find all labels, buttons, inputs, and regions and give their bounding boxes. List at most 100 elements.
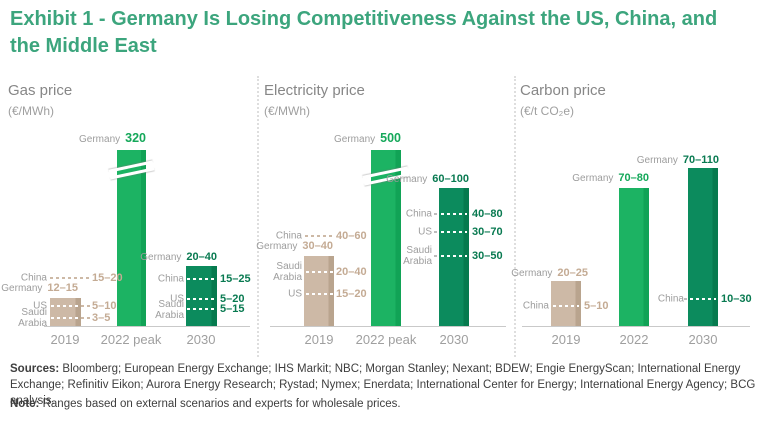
gas-2030-bar	[186, 266, 217, 326]
gas-2019-bar	[50, 298, 81, 326]
bar-top-label: Germany 70–110	[637, 154, 719, 166]
panel-carbon-price: Carbon price (€/t CO₂e) Germany 20–25 Ch…	[511, 78, 764, 354]
value-label: 30–40	[302, 240, 333, 252]
value-label: 20–40	[336, 266, 367, 278]
country-label: China	[275, 230, 302, 242]
leader-line	[441, 231, 467, 233]
country-label: Saudi Arabia	[155, 298, 184, 321]
gas-2022-bar	[117, 150, 146, 326]
electricity-2030-bar	[439, 188, 469, 326]
bar-top-label: Germany 60–100	[386, 173, 469, 185]
x-axis-line	[270, 326, 506, 327]
value-label: 70–80	[618, 172, 649, 184]
panel-unit: (€/t CO₂e)	[520, 104, 574, 118]
value-label: 15–25	[220, 273, 251, 285]
leader-line	[306, 293, 333, 295]
value-label: 5–20	[220, 293, 245, 305]
carbon-2022-bar	[619, 188, 649, 326]
x-axis-label: 2022 peak	[355, 332, 417, 347]
x-axis-line	[44, 326, 250, 327]
x-axis-label: 2030	[439, 332, 469, 347]
carbon-2019-bar	[551, 281, 581, 326]
country-label: China	[20, 272, 47, 284]
leader-line	[434, 255, 439, 257]
country-label: Saudi Arabia	[273, 260, 302, 283]
country-label: Germany	[636, 155, 678, 166]
value-label: 10–30	[721, 293, 752, 305]
leader-line	[441, 213, 467, 215]
sources-label: Sources:	[10, 363, 60, 375]
exhibit-title: Exhibit 1 - Germany Is Losing Competitiv…	[10, 8, 718, 57]
leader-line	[434, 213, 439, 215]
country-label: US	[288, 288, 302, 300]
leader-line	[51, 305, 80, 307]
x-axis-label: 2019	[551, 332, 581, 347]
note-text: Ranges based on external scenarios and e…	[42, 398, 401, 410]
x-axis-label: 2022 peak	[100, 332, 162, 347]
value-label: 15–20	[92, 272, 123, 284]
value-label: 15–20	[336, 288, 367, 300]
bar-top-label: Germany 320	[79, 131, 146, 145]
country-label: China	[405, 208, 432, 220]
value-label: 5–10	[92, 300, 117, 312]
country-label: China	[657, 293, 684, 305]
note-label: Note:	[10, 398, 40, 410]
bar-top-label: Germany 20–25	[511, 267, 588, 279]
value-label: 60–100	[432, 173, 469, 185]
x-axis-label: 2019	[304, 332, 334, 347]
country-label: Germany	[256, 241, 298, 252]
leader-line	[187, 278, 216, 280]
value-label: 20–40	[186, 251, 217, 263]
panel-divider	[514, 76, 516, 357]
leader-line	[305, 235, 333, 237]
leader-line	[690, 298, 716, 300]
value-label: 30–50	[472, 250, 503, 262]
leader-line	[684, 298, 688, 300]
country-label: US	[418, 226, 432, 238]
panel-title: Electricity price	[264, 82, 365, 99]
x-axis-label: 2030	[186, 332, 216, 347]
panel-unit: (€/MWh)	[8, 104, 54, 118]
bar-top-label: Germany 12–15	[1, 282, 78, 294]
country-label: China	[522, 300, 549, 312]
leader-line	[306, 271, 333, 273]
leader-line	[553, 305, 579, 307]
value-label: 70–110	[682, 154, 719, 166]
country-label: Germany	[140, 252, 182, 263]
bar-top-label: Germany 70–80	[572, 172, 649, 184]
country-label: Germany	[1, 283, 43, 294]
leader-line	[50, 277, 89, 279]
value-label: 500	[380, 131, 401, 145]
value-label: 40–80	[472, 208, 503, 220]
country-label: Germany	[334, 134, 376, 145]
sources-note: Sources: Bloomberg; European Energy Exch…	[10, 361, 762, 409]
panel-gas-price: Gas price (€/MWh) China 15–20 Germany 12…	[1, 78, 254, 354]
country-label: Germany	[79, 134, 121, 145]
country-label: US	[33, 300, 47, 312]
value-label: 3–5	[92, 312, 111, 324]
value-label: 20–25	[557, 267, 588, 279]
value-label: 40–60	[336, 230, 367, 242]
value-label: 320	[125, 131, 146, 145]
value-label: 5–15	[220, 303, 245, 315]
country-label: Saudi Arabia	[18, 306, 47, 329]
leader-line	[187, 308, 216, 310]
panel-divider	[257, 76, 259, 357]
carbon-2030-bar	[688, 168, 718, 326]
footnote: Note: Ranges based on external scenarios…	[10, 396, 762, 412]
value-label: 30–70	[472, 226, 503, 238]
country-label: US	[170, 293, 184, 305]
leader-line	[51, 317, 80, 319]
sources-text: Bloomberg; European Energy Exchange; IHS…	[10, 363, 756, 408]
value-label: 5–10	[584, 300, 609, 312]
x-axis-label: 2022	[619, 332, 649, 347]
panel-title: Gas price	[8, 82, 73, 99]
x-axis-label: 2019	[50, 332, 80, 347]
leader-line	[434, 231, 439, 233]
panel-electricity-price: Electricity price (€/MWh) China 40–60 Ge…	[256, 78, 510, 354]
country-label: Germany	[572, 173, 614, 184]
bar-top-label: Germany 500	[334, 131, 401, 145]
x-axis-label: 2030	[688, 332, 718, 347]
bar-top-label: Germany 30–40	[256, 240, 333, 252]
